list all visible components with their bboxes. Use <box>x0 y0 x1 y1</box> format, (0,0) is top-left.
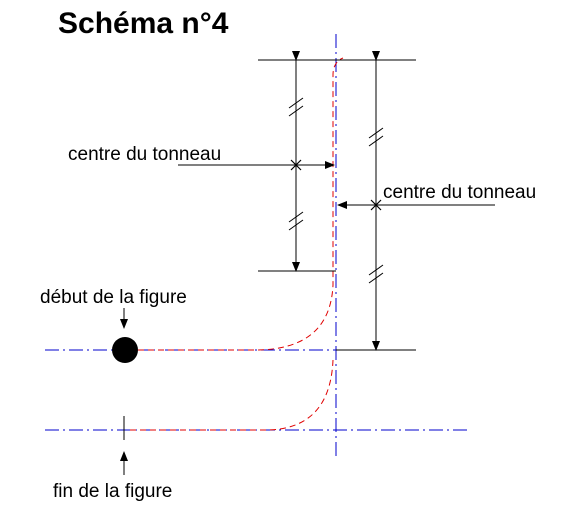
diagram-title: Schéma n°4 <box>58 7 229 40</box>
label-center-lower: centre du tonneau <box>383 182 536 203</box>
label-start: début de la figure <box>40 287 187 308</box>
trajectory-upper <box>138 57 344 351</box>
left-tick-marks <box>288 97 304 231</box>
label-center-upper: centre du tonneau <box>68 144 221 165</box>
right-tick-marks <box>368 127 384 284</box>
label-end: fin de la figure <box>53 481 172 502</box>
start-point-dot <box>112 337 138 363</box>
trajectory-lower <box>130 359 334 431</box>
